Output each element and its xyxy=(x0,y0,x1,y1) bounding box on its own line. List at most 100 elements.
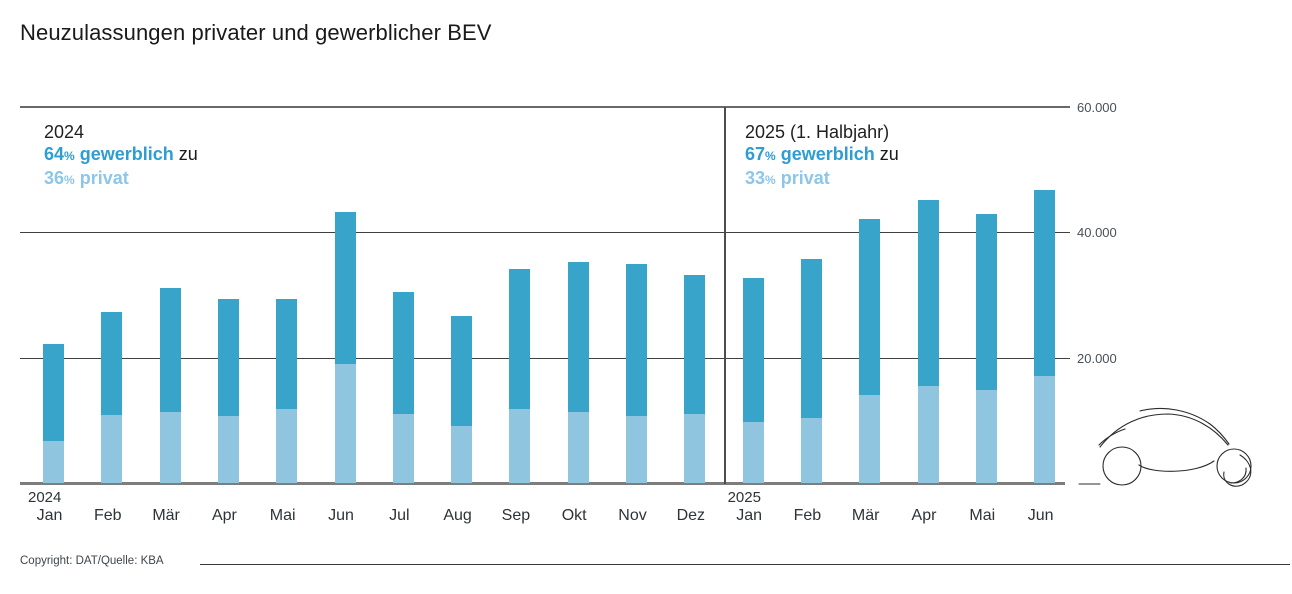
bar-2024-Jul xyxy=(392,292,414,483)
bar-segment-gewerblich xyxy=(567,262,589,412)
bar-segment-privat xyxy=(392,414,414,483)
bar-segment-privat xyxy=(276,409,298,483)
bar-2024-Okt xyxy=(567,262,589,483)
month-label-2025-Mai: Mai xyxy=(969,507,996,524)
bar-segment-gewerblich xyxy=(451,316,473,426)
bar-2024-Jun xyxy=(334,212,356,483)
bar-segment-gewerblich xyxy=(742,278,764,422)
copyright-text: Copyright: DAT/Quelle: KBA xyxy=(20,555,164,567)
bar-2024-Feb xyxy=(101,312,123,483)
ytick-20000: 20.000 xyxy=(1077,351,1117,366)
car-hood-line xyxy=(1098,428,1126,446)
bar-2025-Feb xyxy=(800,259,822,483)
bar-segment-privat xyxy=(1034,376,1056,483)
bar-segment-gewerblich xyxy=(800,259,822,418)
bar-segment-privat xyxy=(975,390,997,483)
month-label-2025-Apr: Apr xyxy=(911,507,937,524)
bar-segment-privat xyxy=(451,426,473,483)
ytick-40000: 40.000 xyxy=(1077,225,1117,240)
car-underbody-line xyxy=(1138,460,1215,472)
gridline-baseline xyxy=(20,482,1065,485)
month-label-2024-Jan: Jan xyxy=(36,507,63,524)
bar-2024-Mai xyxy=(276,299,298,483)
month-label-2024-Mär: Mär xyxy=(152,507,180,524)
month-label-2024-Jun: Jun xyxy=(328,507,354,524)
bar-2024-Mär xyxy=(159,288,181,483)
month-label-2025-Jun: Jun xyxy=(1027,507,1054,524)
gridline-top-60k xyxy=(20,106,1070,108)
month-label-2025-Jan: Jan xyxy=(736,507,762,524)
bar-segment-gewerblich xyxy=(159,288,181,412)
annotation-2025: 2025 (1. Halbjahr) 67% gewerblich zu 33%… xyxy=(745,121,899,191)
month-label-2024-Jul: Jul xyxy=(389,507,410,524)
car-front-wheel xyxy=(1102,446,1142,486)
car-window-line xyxy=(1139,408,1230,445)
bar-segment-gewerblich xyxy=(43,344,64,441)
bar-segment-privat xyxy=(159,412,181,483)
annotation-2024-privat-line: 36% privat xyxy=(44,168,129,188)
car-sketch xyxy=(1078,408,1252,487)
bar-segment-privat xyxy=(684,414,706,483)
gridline-20k xyxy=(20,358,1070,359)
bar-segment-gewerblich xyxy=(101,312,123,415)
bar-2024-Aug xyxy=(451,316,473,483)
bar-2025-Jan xyxy=(742,278,764,483)
bar-segment-gewerblich xyxy=(276,299,298,409)
month-label-2025-Mär: Mär xyxy=(851,507,880,524)
bar-2025-Apr xyxy=(917,200,939,483)
bar-2024-Sep xyxy=(509,269,531,483)
year-label-2024: 2024 xyxy=(28,489,62,506)
bar-segment-privat xyxy=(626,416,647,483)
year-divider-line xyxy=(724,107,726,484)
bar-segment-privat xyxy=(509,409,531,483)
bar-segment-gewerblich xyxy=(392,292,414,414)
bar-2025-Mai xyxy=(975,214,997,483)
annotation-2024-gewerblich-line: 64% gewerblich zu xyxy=(44,144,198,164)
bar-2024-Nov xyxy=(626,264,647,483)
bar-segment-gewerblich xyxy=(626,264,647,416)
annotation-2024-year: 2024 xyxy=(44,122,85,142)
annotation-2025-year: 2025 (1. Halbjahr) xyxy=(745,122,890,142)
bar-segment-gewerblich xyxy=(684,275,706,414)
bar-segment-privat xyxy=(101,415,123,483)
bar-2024-Dez xyxy=(684,275,706,483)
month-label-2025-Feb: Feb xyxy=(793,507,822,524)
bar-2024-Apr xyxy=(217,299,239,483)
bar-segment-privat xyxy=(859,395,881,483)
bar-2025-Jun xyxy=(1034,190,1056,483)
bar-segment-gewerblich xyxy=(334,212,356,364)
annotation-2025-privat-line: 33% privat xyxy=(745,168,830,188)
bar-2025-Mär xyxy=(859,219,881,483)
bar-segment-gewerblich xyxy=(859,219,881,395)
bar-segment-gewerblich xyxy=(975,214,997,390)
car-roof-line xyxy=(1099,413,1229,448)
month-label-2024-Nov: Nov xyxy=(618,507,647,524)
page-title: Neuzulassungen privater und gewerblicher… xyxy=(20,20,492,45)
gridline-40k xyxy=(20,232,1070,233)
year-label-2025: 2025 xyxy=(727,489,761,506)
bar-segment-gewerblich xyxy=(509,269,531,409)
month-label-2024-Mai: Mai xyxy=(269,507,296,524)
car-rear-swirl xyxy=(1223,454,1252,487)
bar-2024-Jan xyxy=(43,344,64,483)
annotation-2024: 2024 64% gewerblich zu 36% privat xyxy=(44,121,198,191)
bar-segment-privat xyxy=(334,364,356,483)
annotation-2025-gewerblich-line: 67% gewerblich zu xyxy=(745,144,899,164)
bar-segment-gewerblich xyxy=(1034,190,1056,376)
month-label-2024-Dez: Dez xyxy=(676,507,706,524)
bar-segment-privat xyxy=(800,418,822,483)
ytick-60000: 60.000 xyxy=(1077,100,1117,115)
month-label-2024-Okt: Okt xyxy=(561,507,587,524)
bar-segment-gewerblich xyxy=(917,200,939,386)
bar-segment-privat xyxy=(567,412,589,483)
copyright-rule-line xyxy=(200,564,1290,565)
month-label-2024-Feb: Feb xyxy=(94,507,122,524)
car-rear-wheel xyxy=(1216,448,1252,484)
bar-segment-gewerblich xyxy=(217,299,239,416)
bar-segment-privat xyxy=(43,441,64,483)
month-label-2024-Aug: Aug xyxy=(443,507,472,524)
month-label-2024-Apr: Apr xyxy=(211,507,237,524)
bar-segment-privat xyxy=(742,422,764,483)
car-rear-swirl-inner xyxy=(1230,467,1247,484)
